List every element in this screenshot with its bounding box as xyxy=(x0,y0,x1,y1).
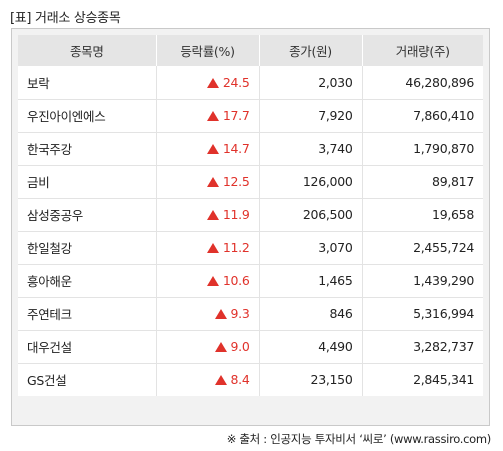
change-rate: 10.6 xyxy=(156,264,260,298)
trade-volume: 3,282,737 xyxy=(362,330,483,364)
header-price: 종가(원) xyxy=(259,35,363,66)
stock-name: 금비 xyxy=(18,165,157,199)
header-rate: 등락률(%) xyxy=(156,35,260,66)
table-row: 보락 24.5 2,030 46,280,896 xyxy=(18,66,483,100)
closing-price: 846 xyxy=(259,297,363,331)
table-row: 한국주강 14.7 3,740 1,790,870 xyxy=(18,132,483,166)
stock-name: 한국주강 xyxy=(18,132,157,166)
stock-name: GS건설 xyxy=(18,363,157,396)
table-row: 삼성중공우 11.9 206,500 19,658 xyxy=(18,198,483,232)
change-rate-value: 10.6 xyxy=(222,273,250,288)
up-triangle-icon xyxy=(206,276,219,286)
table-row: 대우건설 9.0 4,490 3,282,737 xyxy=(18,330,483,364)
trade-volume: 5,316,994 xyxy=(362,297,483,331)
source-note: ※ 출처 : 인공지능 투자비서 ‘씨로’ (www.rassiro.com) xyxy=(226,432,492,446)
page-title: [표] 거래소 상승종목 xyxy=(10,11,121,26)
change-rate-value: 12.5 xyxy=(222,174,250,189)
trade-volume: 1,439,290 xyxy=(362,264,483,298)
closing-price: 1,465 xyxy=(259,264,363,298)
closing-price: 3,740 xyxy=(259,132,363,166)
table-header-row: 종목명 등락률(%) 종가(원) 거래량(주) xyxy=(18,35,483,66)
closing-price: 2,030 xyxy=(259,66,363,100)
closing-price: 7,920 xyxy=(259,99,363,133)
stock-name: 삼성중공우 xyxy=(18,198,157,232)
up-triangle-icon xyxy=(206,111,219,121)
header-volume: 거래량(주) xyxy=(362,35,483,66)
closing-price: 4,490 xyxy=(259,330,363,364)
rising-stocks-table: 종목명 등락률(%) 종가(원) 거래량(주) 보락 24.5 2,030 46,28… xyxy=(18,35,483,396)
closing-price: 206,500 xyxy=(259,198,363,232)
change-rate: 17.7 xyxy=(156,99,260,133)
change-rate: 9.3 xyxy=(156,297,260,331)
up-triangle-icon xyxy=(206,177,219,187)
change-rate: 14.7 xyxy=(156,132,260,166)
trade-volume: 2,845,341 xyxy=(413,372,474,388)
change-rate-value: 9.3 xyxy=(230,306,250,321)
up-triangle-icon xyxy=(206,210,219,220)
up-triangle-icon xyxy=(214,375,227,386)
header-name: 종목명 xyxy=(18,35,157,66)
up-triangle-icon xyxy=(214,309,227,319)
stock-name: 흥아해운 xyxy=(18,264,157,298)
change-rate-value: 17.7 xyxy=(222,108,250,123)
up-triangle-icon xyxy=(206,77,219,88)
trade-volume: 7,860,410 xyxy=(362,99,483,133)
change-rate-value: 11.2 xyxy=(222,240,250,255)
trade-volume: 1,790,870 xyxy=(362,132,483,166)
closing-price: 23,150 xyxy=(259,363,363,396)
table-row: 주연테크 9.3 846 5,316,994 xyxy=(18,297,483,331)
change-rate-value: 11.9 xyxy=(222,207,250,222)
table-row: 우진아이엔에스 17.7 7,920 7,860,410 xyxy=(18,99,483,133)
trade-volume: 2,455,724 xyxy=(362,231,483,265)
change-rate: 11.2 xyxy=(156,231,260,265)
change-rate: 24.5 xyxy=(156,66,260,100)
trade-volume: 89,817 xyxy=(362,165,483,199)
table-row: GS건설 8.4 23,150 2,845,341 xyxy=(18,363,483,396)
up-triangle-icon xyxy=(214,342,227,352)
change-rate: 12.5 xyxy=(156,165,260,199)
change-rate-value: 14.7 xyxy=(222,141,250,156)
stock-name: 우진아이엔에스 xyxy=(18,99,157,133)
trade-volume: 19,658 xyxy=(362,198,483,232)
change-rate-value: 9.0 xyxy=(230,339,250,354)
change-rate: 9.0 xyxy=(156,330,260,364)
table-row: 흥아해운 10.6 1,465 1,439,290 xyxy=(18,264,483,298)
stock-name: 대우건설 xyxy=(18,330,157,364)
up-triangle-icon xyxy=(206,243,219,253)
trade-volume: 46,280,896 xyxy=(362,66,483,100)
change-rate: 11.9 xyxy=(156,198,260,232)
change-rate: 8.4 xyxy=(156,363,260,396)
stock-name: 보락 xyxy=(18,66,157,100)
table-row: 한일철강 11.2 3,070 2,455,724 xyxy=(18,231,483,265)
closing-price: 3,070 xyxy=(259,231,363,265)
table-row: 금비 12.5 126,000 89,817 xyxy=(18,165,483,199)
stock-name: 한일철강 xyxy=(18,231,157,265)
change-rate-value: 24.5 xyxy=(222,74,250,90)
closing-price: 126,000 xyxy=(259,165,363,199)
change-rate-value: 8.4 xyxy=(230,372,250,388)
up-triangle-icon xyxy=(206,144,219,154)
stock-name: 주연테크 xyxy=(18,297,157,331)
